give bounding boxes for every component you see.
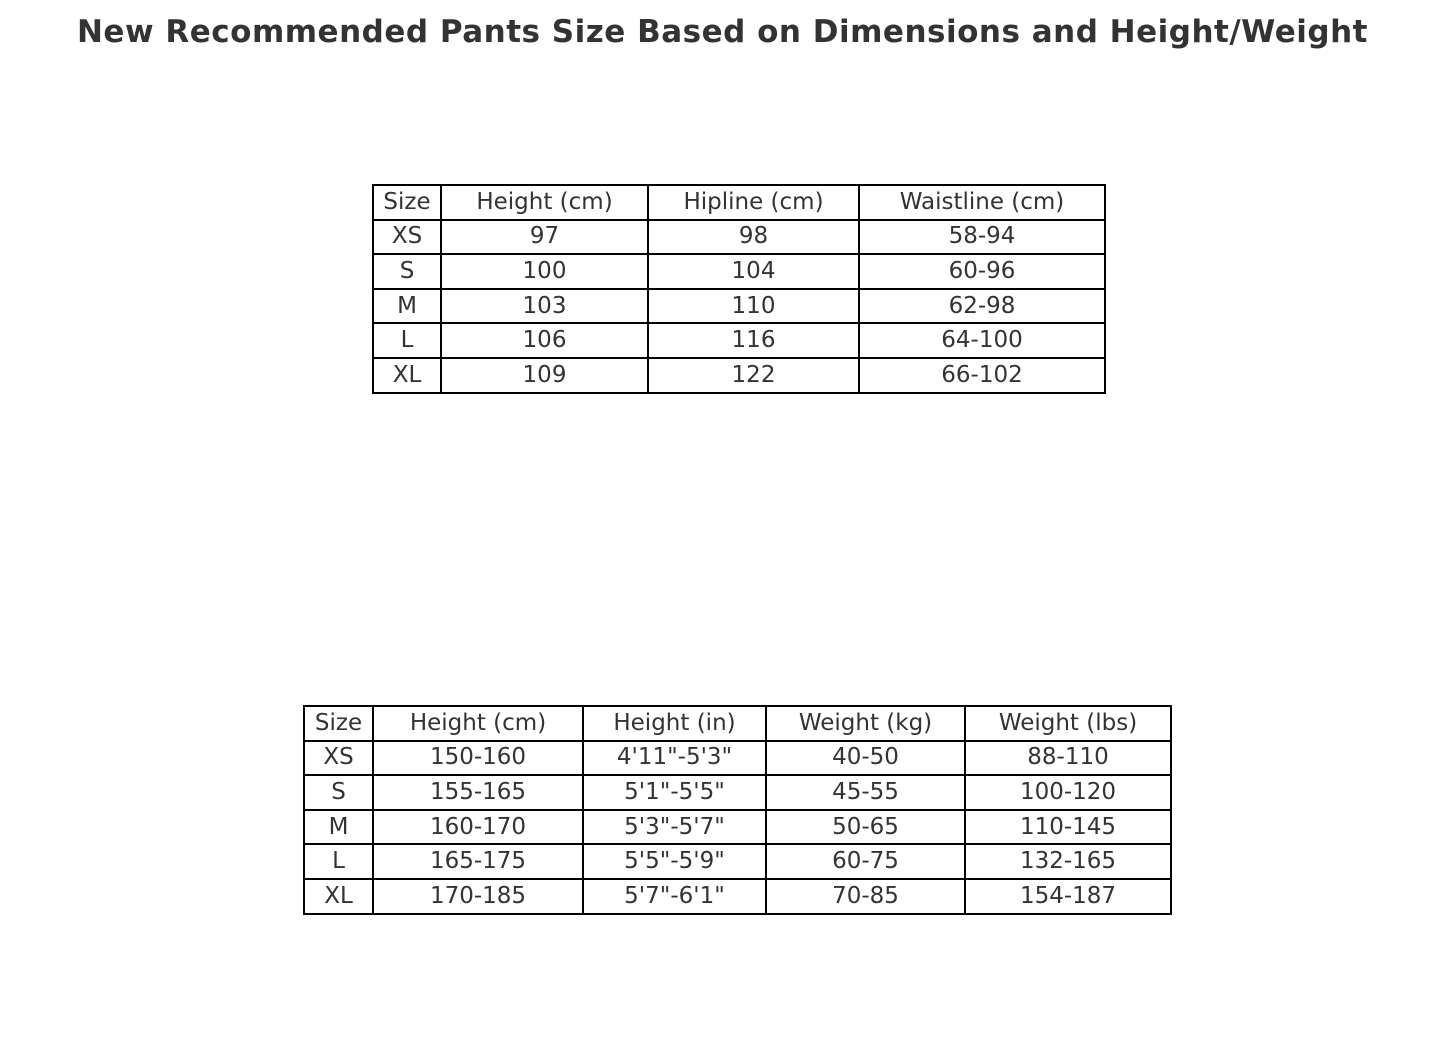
dimensions-table-header: Size Height (cm) Hipline (cm) Waistline (cm…: [372, 184, 1106, 221]
table-cell: 100-120: [964, 774, 1172, 811]
table-row: L 165-175 5'5"-5'9" 60-75 132-165: [303, 843, 1172, 880]
table-cell: M: [303, 808, 374, 846]
table-cell: 160-170: [372, 808, 584, 846]
header-row: Size Height (cm) Height (in) Weight (kg) Wei…: [303, 705, 1172, 742]
table-cell: 132-165: [964, 843, 1172, 880]
table-cell: 58-94: [858, 218, 1106, 256]
table-cell: L: [303, 843, 374, 880]
table-cell: XL: [303, 877, 374, 915]
table-row: S 100 104 60-96: [372, 253, 1106, 290]
header-cell: Size: [303, 705, 374, 742]
table-row: XS 97 98 58-94: [372, 218, 1106, 256]
table-cell: 155-165: [372, 774, 584, 811]
header-cell: Height (cm): [372, 705, 584, 742]
table-row: XL 109 122 66-102: [372, 356, 1106, 394]
table-cell: 109: [440, 356, 649, 394]
table-cell: XS: [372, 218, 442, 256]
header-row: Size Height (cm) Hipline (cm) Waistline (cm…: [372, 184, 1106, 221]
header-cell: Weight (kg): [765, 705, 966, 742]
height-weight-size-table: Size Height (cm) Height (in) Weight (kg) Wei…: [303, 705, 1172, 915]
table-cell: 150-160: [372, 739, 584, 777]
table-cell: 5'1"-5'5": [582, 774, 767, 811]
table-cell: 170-185: [372, 877, 584, 915]
table-cell: 40-50: [765, 739, 966, 777]
dimensions-table-body: XS 97 98 58-94 S 100 104 60-96 M 103 110 62-98 L 106 1…: [372, 218, 1106, 394]
height-weight-table-body: XS 150-160 4'11"-5'3" 40-50 88-110 S 155-165 5'…: [303, 739, 1172, 915]
header-cell: Weight (lbs): [964, 705, 1172, 742]
table-cell: 110: [647, 287, 860, 325]
table-cell: 98: [647, 218, 860, 256]
table-cell: 64-100: [858, 322, 1106, 359]
table-cell: 165-175: [372, 843, 584, 880]
header-cell: Hipline (cm): [647, 184, 860, 221]
table-cell: 97: [440, 218, 649, 256]
table-cell: 103: [440, 287, 649, 325]
table-row: XS 150-160 4'11"-5'3" 40-50 88-110: [303, 739, 1172, 777]
table-row: S 155-165 5'1"-5'5" 45-55 100-120: [303, 774, 1172, 811]
table-cell: S: [372, 253, 442, 290]
table-cell: 50-65: [765, 808, 966, 846]
table-cell: S: [303, 774, 374, 811]
table-cell: M: [372, 287, 442, 325]
table-cell: 60-75: [765, 843, 966, 880]
table-cell: 62-98: [858, 287, 1106, 325]
header-cell: Height (cm): [440, 184, 649, 221]
page-title: New Recommended Pants Size Based on Dime…: [76, 14, 1368, 50]
table-cell: 60-96: [858, 253, 1106, 290]
dimensions-size-table: Size Height (cm) Hipline (cm) Waistline (cm…: [372, 184, 1106, 394]
table-cell: 4'11"-5'3": [582, 739, 767, 777]
table-cell: 70-85: [765, 877, 966, 915]
table-row: M 160-170 5'3"-5'7" 50-65 110-145: [303, 808, 1172, 846]
table-cell: 5'7"-6'1": [582, 877, 767, 915]
table-cell: 110-145: [964, 808, 1172, 846]
table-cell: 88-110: [964, 739, 1172, 777]
table-cell: 5'3"-5'7": [582, 808, 767, 846]
table-cell: 5'5"-5'9": [582, 843, 767, 880]
height-weight-table-header: Size Height (cm) Height (in) Weight (kg) Wei…: [303, 705, 1172, 742]
table-cell: L: [372, 322, 442, 359]
header-cell: Height (in): [582, 705, 767, 742]
table-cell: 154-187: [964, 877, 1172, 915]
table-cell: 116: [647, 322, 860, 359]
header-cell: Size: [372, 184, 442, 221]
table-cell: 45-55: [765, 774, 966, 811]
table-cell: 106: [440, 322, 649, 359]
table-cell: 104: [647, 253, 860, 290]
table-cell: XS: [303, 739, 374, 777]
table-cell: 66-102: [858, 356, 1106, 394]
table-row: L 106 116 64-100: [372, 322, 1106, 359]
table-row: XL 170-185 5'7"-6'1" 70-85 154-187: [303, 877, 1172, 915]
table-cell: 100: [440, 253, 649, 290]
table-cell: XL: [372, 356, 442, 394]
header-cell: Waistline (cm): [858, 184, 1106, 221]
table-cell: 122: [647, 356, 860, 394]
table-row: M 103 110 62-98: [372, 287, 1106, 325]
